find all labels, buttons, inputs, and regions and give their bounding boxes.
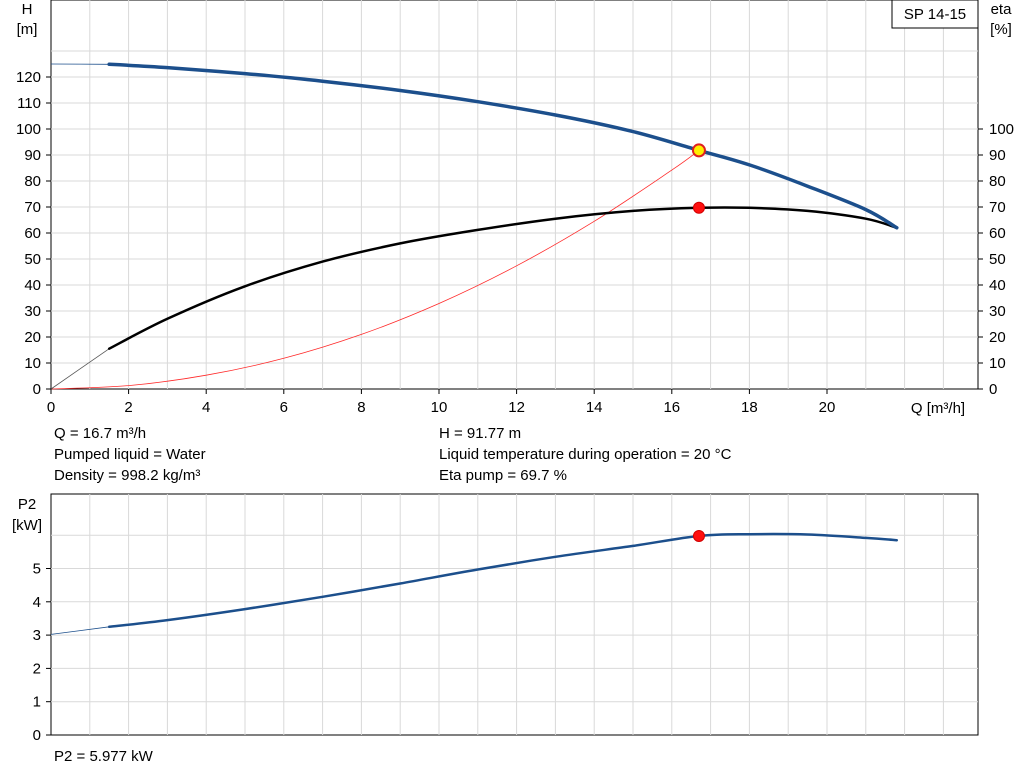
y-tick-label-left: 0: [33, 381, 41, 398]
p2-tick-label: 1: [33, 694, 41, 711]
y-tick-label-left: 50: [24, 251, 41, 268]
p2-tick-label: 5: [33, 561, 41, 578]
info-temperature: Liquid temperature during operation = 20…: [439, 446, 732, 463]
y-tick-label-left: 70: [24, 199, 41, 216]
y-tick-label-right: 20: [989, 329, 1006, 346]
top-chart-points: [691, 143, 706, 214]
info-eta: Eta pump = 69.7 %: [439, 467, 567, 484]
duty-point-head-marker: [691, 143, 706, 158]
plot-frame: [50, 493, 979, 736]
y-tick-label-right: 70: [989, 199, 1006, 216]
duty-point-power-marker: [692, 529, 705, 542]
top-chart-grid: [50, 0, 979, 390]
y-tick-label-right: 60: [989, 225, 1006, 242]
y-tick-label-left: 30: [24, 303, 41, 320]
y-axis-label-left-name: H: [22, 1, 33, 18]
x-axis-label: Q [m³/h]: [911, 400, 965, 417]
y-tick-label-right: 100: [989, 121, 1014, 138]
bottom-chart-series: [50, 532, 899, 635]
y-tick-label-left: 90: [24, 147, 41, 164]
chart-title-box: [891, 0, 979, 29]
y-tick-label-left: 10: [24, 355, 41, 372]
p2-tick-label: 3: [33, 627, 41, 644]
x-tick-label: 12: [508, 399, 525, 416]
y-tick-label-left: 20: [24, 329, 41, 346]
chart-title: SP 14-15: [904, 6, 966, 23]
info-power: P2 = 5.977 kW: [54, 748, 153, 765]
x-tick-label: 0: [47, 399, 55, 416]
top-chart-ticks: 0 2 4 6 8 10 12 14 16 18 2001020304050607080901001…: [16, 69, 1014, 416]
bottom-chart-ticks: 0 1 2 3 4 5: [33, 561, 51, 744]
y-tick-label-left: 120: [16, 69, 41, 86]
system-curve-line: [50, 150, 700, 390]
y-axis-label-right-unit: [%]: [990, 21, 1012, 38]
x-tick-label: 14: [586, 399, 603, 416]
x-tick-label: 18: [741, 399, 758, 416]
y-tick-label-right: 40: [989, 277, 1006, 294]
head-curve-line: [107, 62, 899, 230]
p2-axis-label-unit: [kW]: [12, 517, 42, 534]
p2-axis-label-name: P2: [18, 496, 36, 513]
x-tick-label: 16: [663, 399, 680, 416]
power-curve-line: [107, 532, 899, 629]
p2-tick-label: 2: [33, 660, 41, 677]
y-tick-label-right: 0: [989, 381, 997, 398]
top-chart-series: [50, 62, 899, 390]
y-tick-label-right: 90: [989, 147, 1006, 164]
bottom-chart-points: [692, 529, 705, 542]
bottom-chart-grid: [50, 493, 979, 736]
y-tick-label-right: 30: [989, 303, 1006, 320]
efficiency-curve-line: [107, 206, 899, 350]
y-tick-label-left: 110: [17, 95, 41, 112]
info-density: Density = 998.2 kg/m³: [54, 467, 201, 484]
y-tick-label-left: 80: [24, 173, 41, 190]
y-tick-label-left: 40: [24, 277, 41, 294]
info-head: H = 91.77 m: [439, 425, 522, 442]
p2-tick-label: 4: [33, 594, 41, 611]
y-axis-label-right-name: eta: [991, 1, 1013, 18]
y-tick-label-right: 80: [989, 173, 1006, 190]
x-tick-label: 10: [431, 399, 448, 416]
power-curve-extension-line: [50, 626, 110, 635]
y-tick-label-right: 50: [989, 251, 1006, 268]
x-tick-label: 6: [280, 399, 288, 416]
x-tick-label: 4: [202, 399, 210, 416]
info-flow: Q = 16.7 m³/h: [54, 425, 147, 442]
plot-frame: [50, 0, 979, 390]
p2-tick-label: 0: [33, 727, 41, 744]
y-axis-label-left-unit: [m]: [17, 21, 38, 38]
info-liquid: Pumped liquid = Water: [54, 446, 206, 463]
x-tick-label: 8: [357, 399, 365, 416]
x-tick-label: 20: [819, 399, 836, 416]
y-tick-label-right: 10: [989, 355, 1006, 372]
y-tick-label-left: 60: [24, 225, 41, 242]
duty-point-eta-marker: [692, 201, 705, 214]
x-tick-label: 2: [124, 399, 132, 416]
efficiency-curve-extension-line: [50, 348, 110, 390]
y-tick-label-left: 100: [16, 121, 41, 138]
